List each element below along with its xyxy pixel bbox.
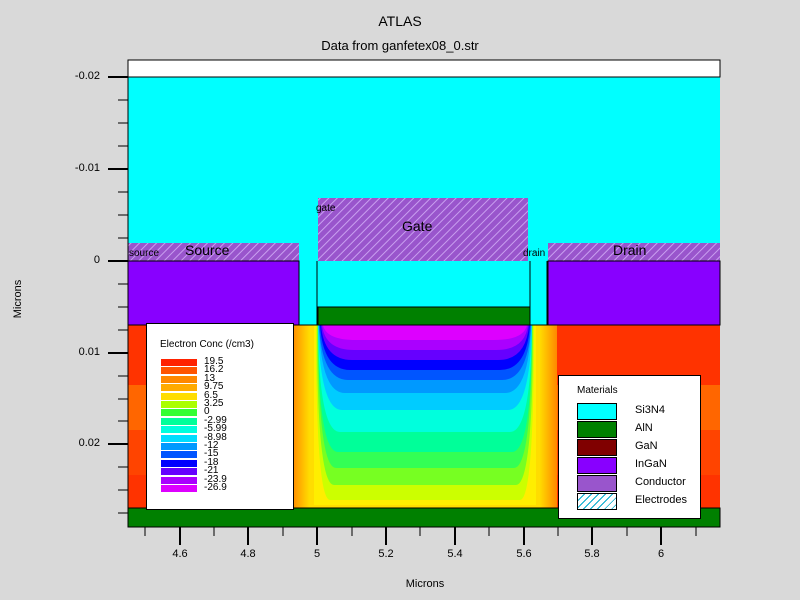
material-label: Si3N4 (635, 404, 665, 416)
colorbar-level-label: 19.5 (204, 356, 224, 367)
x-tick-label: 5.8 (584, 548, 600, 560)
colorbar-level-label: -12 (204, 440, 219, 451)
material-swatch (577, 403, 617, 420)
colorbar-swatch (161, 384, 197, 392)
y-tick-label: 0.02 (78, 437, 100, 449)
colorbar-swatch (161, 367, 197, 375)
material-label: InGaN (635, 458, 667, 470)
colorbar-swatch (161, 409, 197, 417)
material-label: AlN (635, 422, 653, 434)
source-electrode-label: source (129, 248, 160, 259)
material-swatch (577, 439, 617, 456)
colorbar-swatch (161, 468, 197, 476)
colorbar-level-label: -18 (204, 456, 219, 468)
x-tick-label: 6 (657, 548, 665, 560)
colorbar-swatch (161, 443, 197, 450)
materials-legend: Materials Si3N4 AlN GaN InGaN Conductor Elect… (558, 375, 701, 519)
x-tick-label: 5.6 (516, 548, 532, 560)
colorbar-title: Electron Conc (/cm3) (160, 339, 254, 350)
x-tick-label: 5.2 (378, 548, 394, 560)
colorbar-level-label: -21 (204, 465, 219, 477)
source-region-label: Source (185, 242, 230, 258)
source-electrode (128, 243, 299, 261)
x-tick-label: 4.8 (240, 548, 256, 560)
axes (108, 60, 720, 545)
x-tick-label: 5 (313, 548, 321, 560)
colorbar-level-label: -26.9 (204, 482, 227, 493)
gate-electrode-label: gate (316, 203, 336, 214)
materials-title: Materials (577, 385, 618, 396)
chart-title: ATLAS (378, 13, 422, 29)
x-axis-label: Microns (405, 578, 445, 590)
drain-region-label: Drain (613, 242, 647, 258)
colorbar-swatch (161, 476, 197, 484)
colorbar-level-label: -8.98 (204, 431, 227, 443)
colorbar-level-label: -23.9 (204, 473, 227, 485)
colorbar-swatch (161, 434, 197, 442)
material-label: Electrodes (635, 494, 687, 506)
material-label: Conductor (635, 476, 686, 488)
colorbar-swatch (161, 359, 197, 366)
colorbar-swatch (161, 375, 197, 383)
depletion-region (310, 325, 540, 508)
drain-electrode-label: drain (523, 248, 546, 259)
colorbar-level-label: 13 (204, 372, 216, 384)
colorbar-level-label: 16.2 (204, 364, 224, 376)
drain-electrode (548, 243, 720, 261)
x-tick-label: 4.6 (172, 548, 188, 560)
gate-region-label: Gate (402, 218, 433, 234)
colorbar-swatch (161, 392, 197, 400)
colorbar-swatch (161, 426, 197, 434)
chart-subtitle: Data from ganfetex08_0.str (321, 38, 479, 53)
material-swatch (577, 421, 617, 438)
colorbar-level-label: 6.5 (204, 389, 218, 401)
colorbar-swatch (161, 451, 197, 459)
colorbar-swatch (161, 401, 197, 408)
material-label: GaN (635, 440, 658, 452)
colorbar-swatch (161, 459, 197, 467)
colorbar-level-label: 9.75 (204, 381, 224, 393)
y-axis-label: Microns (12, 279, 24, 319)
colorbar-level-label: -5.99 (204, 423, 227, 435)
colorbar-level-label: 3.25 (204, 398, 224, 409)
colorbar-swatch (161, 485, 197, 492)
material-swatch (577, 493, 617, 510)
y-tick-label: 0.01 (78, 346, 100, 358)
gate-electrode (318, 198, 528, 261)
colorbar-level-label: -2.99 (204, 414, 227, 426)
material-swatch (577, 475, 617, 492)
y-tick-label: -0.02 (74, 70, 100, 82)
colorbar-swatch (161, 417, 197, 425)
colorbar-level-label: 0 (204, 406, 210, 418)
material-swatch (577, 457, 617, 474)
colorbar-legend: Electron Conc (/cm3) 19.5 16.2 13 9.75 6.5 3.… (146, 323, 294, 510)
y-tick-label: 0 (93, 254, 100, 266)
y-tick-label: -0.01 (74, 162, 100, 174)
x-tick-label: 5.4 (447, 548, 463, 560)
colorbar-level-label: -15 (204, 448, 219, 460)
